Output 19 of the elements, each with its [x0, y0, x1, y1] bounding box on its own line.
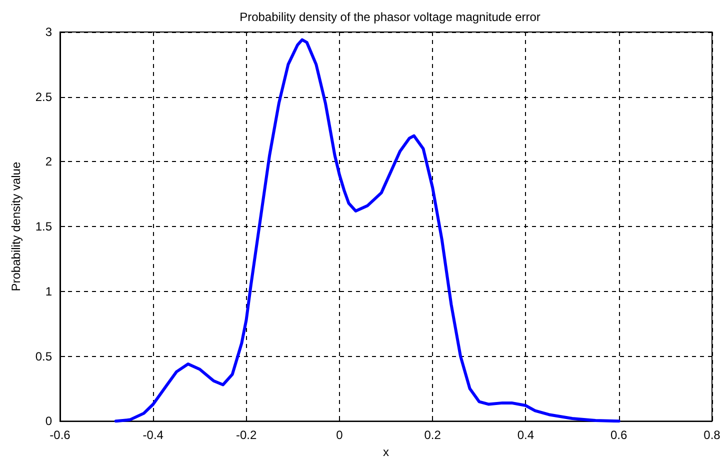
y-tick-label: 1	[45, 284, 52, 298]
y-tick-label: 1.5	[35, 220, 52, 234]
x-axis-title: x	[383, 445, 389, 459]
x-tick-label: 0.6	[610, 428, 628, 442]
x-tick-label: -0.4	[142, 428, 164, 442]
x-tick-label: 0.8	[704, 428, 721, 442]
y-tick-label: 2	[45, 154, 52, 169]
y-tick-label: 0	[45, 414, 52, 428]
line-series	[114, 38, 620, 423]
y-axis-title: Probability density value	[9, 162, 23, 292]
y-tick-label: 0.5	[35, 349, 52, 364]
x-tick-label: 0	[336, 428, 344, 442]
x-tick-label: -0.6	[50, 428, 71, 442]
y-tick-label: 3	[45, 25, 52, 39]
x-tick-label: -0.2	[236, 428, 257, 442]
x-tick-label: 0.4	[517, 428, 534, 442]
chart-title: Probability density of the phasor voltage magnitude error	[240, 10, 540, 24]
x-tick-label: 0.2	[424, 428, 442, 442]
y-tick-label: 2.5	[35, 90, 52, 104]
